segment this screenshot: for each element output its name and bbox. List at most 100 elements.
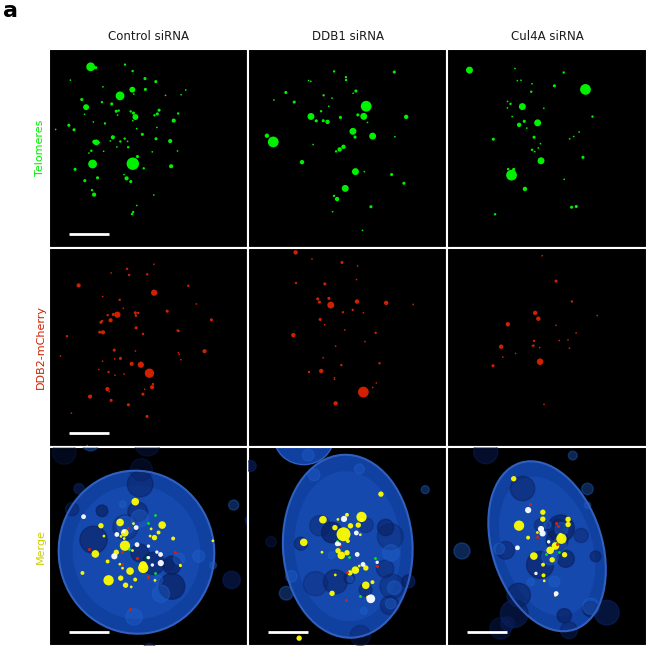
Circle shape	[223, 571, 240, 589]
Point	[508, 164, 519, 175]
Circle shape	[245, 460, 256, 471]
Point	[98, 327, 109, 337]
Point	[353, 110, 363, 120]
Point	[69, 125, 79, 135]
Point	[543, 537, 554, 547]
Point	[324, 293, 334, 304]
Circle shape	[542, 548, 558, 565]
Point	[345, 520, 356, 531]
Point	[315, 314, 326, 324]
Point	[332, 539, 343, 549]
Point	[318, 515, 328, 525]
Point	[355, 591, 365, 602]
Point	[350, 565, 361, 575]
Point	[112, 310, 123, 320]
Point	[152, 108, 162, 119]
Point	[151, 77, 161, 87]
Point	[120, 580, 131, 591]
Point	[532, 532, 542, 543]
Point	[333, 546, 343, 556]
Point	[138, 389, 148, 399]
Point	[326, 300, 336, 310]
Circle shape	[131, 544, 149, 562]
Point	[527, 145, 538, 155]
Circle shape	[552, 538, 566, 552]
Point	[538, 570, 549, 581]
Circle shape	[229, 500, 239, 510]
Point	[125, 566, 135, 576]
Text: Cul4A siRNA: Cul4A siRNA	[511, 31, 584, 43]
Point	[132, 553, 142, 563]
Point	[505, 99, 515, 109]
Point	[533, 313, 543, 324]
Point	[351, 275, 361, 285]
Point	[130, 308, 140, 318]
Point	[132, 151, 142, 162]
Circle shape	[74, 484, 85, 494]
Point	[330, 374, 340, 384]
Point	[352, 297, 362, 307]
Point	[294, 633, 304, 643]
Point	[563, 335, 573, 345]
Point	[145, 531, 155, 541]
Circle shape	[308, 469, 320, 481]
Ellipse shape	[499, 476, 595, 616]
Point	[125, 177, 136, 187]
Point	[131, 310, 141, 321]
Circle shape	[526, 552, 554, 578]
Point	[143, 517, 153, 528]
Point	[318, 90, 329, 101]
Point	[103, 556, 113, 567]
Point	[114, 105, 124, 116]
Point	[150, 532, 160, 543]
Circle shape	[560, 622, 577, 639]
Point	[514, 119, 525, 130]
Point	[488, 361, 499, 371]
Point	[122, 136, 133, 147]
Point	[288, 330, 298, 340]
Point	[543, 535, 553, 546]
Point	[339, 324, 350, 335]
Point	[138, 559, 148, 570]
Circle shape	[192, 550, 205, 562]
Point	[308, 140, 318, 150]
Point	[569, 131, 579, 141]
Point	[549, 80, 560, 91]
Circle shape	[82, 434, 99, 451]
Point	[84, 544, 94, 554]
Circle shape	[595, 600, 619, 625]
Point	[571, 328, 581, 338]
Point	[560, 550, 570, 560]
Point	[358, 225, 368, 236]
Point	[574, 127, 584, 137]
Circle shape	[582, 483, 593, 495]
Point	[551, 276, 561, 286]
Point	[51, 124, 61, 134]
Point	[127, 359, 137, 369]
Point	[108, 132, 118, 143]
Point	[539, 576, 549, 586]
Circle shape	[378, 519, 394, 535]
Circle shape	[402, 575, 415, 588]
Point	[361, 101, 371, 112]
Point	[143, 541, 153, 552]
Point	[117, 547, 127, 557]
Point	[70, 164, 80, 175]
Text: Merge: Merge	[36, 529, 46, 564]
Point	[170, 546, 180, 557]
Point	[129, 89, 139, 99]
Point	[313, 294, 323, 304]
Circle shape	[544, 521, 551, 528]
Point	[142, 269, 152, 280]
Point	[165, 136, 176, 146]
Point	[339, 514, 349, 524]
Point	[508, 474, 519, 484]
Circle shape	[159, 574, 185, 599]
Point	[330, 522, 340, 533]
Circle shape	[286, 570, 297, 582]
Circle shape	[557, 609, 571, 623]
Point	[108, 310, 118, 320]
Point	[520, 184, 530, 194]
Text: DDB2-mCherry: DDB2-mCherry	[36, 305, 46, 389]
Circle shape	[524, 416, 538, 430]
